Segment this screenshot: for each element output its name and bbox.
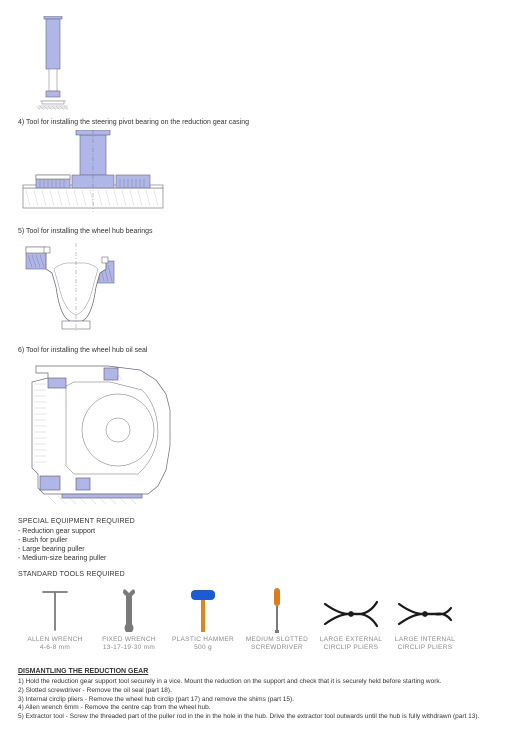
equip-item: Large bearing puller — [18, 545, 492, 554]
tools-grid: ALLEN WRENCH 4-6-8 mm FIXED WRENCH 13-17… — [18, 582, 492, 658]
tool-pliers-internal: LARGE INTERNAL CIRCLIP PLIERS — [388, 582, 462, 652]
allen-wrench-icon — [35, 586, 75, 634]
tool-sublabel: 4-6-8 mm — [27, 644, 82, 652]
tool-label: MEDIUM SLOTTED — [246, 636, 308, 644]
tool-label: LARGE INTERNAL — [395, 636, 455, 644]
special-equipment-title: SPECIAL EQUIPMENT REQUIRED — [18, 518, 492, 525]
tool-fixed-wrench: FIXED WRENCH 13-17-19-30 mm — [92, 582, 166, 652]
step: 2) Slotted screwdriver - Remove the oil … — [18, 687, 492, 696]
dismantling-title: DISMANTLING THE REDUCTION GEAR — [18, 668, 492, 675]
tool-screwdriver: MEDIUM SLOTTED SCREWDRIVER — [240, 582, 314, 652]
diagram-tool-4b — [18, 130, 492, 222]
tool-sublabel: CIRCLIP PLIERS — [395, 644, 455, 652]
equip-item: Bush for puller — [18, 536, 492, 545]
step: 4) Allen wrench 6mm - Remove the centre … — [18, 704, 492, 713]
tool-label: PLASTIC HAMMER — [172, 636, 234, 644]
tool-label: FIXED WRENCH — [102, 636, 156, 644]
tool-label: ALLEN WRENCH — [27, 636, 82, 644]
tool-sublabel: CIRCLIP PLIERS — [320, 644, 382, 652]
screwdriver-icon — [257, 586, 297, 634]
pliers-external-icon — [321, 594, 381, 634]
fixed-wrench-icon — [109, 586, 149, 634]
step: 5) Extractor tool - Screw the threaded p… — [18, 713, 492, 722]
caption-4: 4) Tool for installing the steering pivo… — [18, 119, 492, 126]
tool-plastic-hammer: PLASTIC HAMMER 500 g — [166, 582, 240, 652]
caption-5: 5) Tool for installing the wheel hub bea… — [18, 228, 492, 235]
dismantling-steps: 1) Hold the reduction gear support tool … — [18, 678, 492, 722]
tool-sublabel: 13-17-19-30 mm — [102, 644, 156, 652]
pliers-internal-icon — [395, 594, 455, 634]
standard-tools-title: STANDARD TOOLS REQUIRED — [18, 571, 492, 578]
caption-6: 6) Tool for installing the wheel hub oil… — [18, 347, 492, 354]
step: 1) Hold the reduction gear support tool … — [18, 678, 492, 687]
equip-item: Reduction gear support — [18, 527, 492, 536]
diagram-tool-5 — [18, 239, 492, 341]
diagram-tool-6 — [18, 358, 492, 510]
tool-pliers-external: LARGE EXTERNAL CIRCLIP PLIERS — [314, 582, 388, 652]
diagram-tool-4a — [18, 16, 492, 113]
step: 3) Internal circlip pliers - Remove the … — [18, 696, 492, 705]
tool-allen-wrench: ALLEN WRENCH 4-6-8 mm — [18, 582, 92, 652]
tool-sublabel: SCREWDRIVER — [246, 644, 308, 652]
tool-label: LARGE EXTERNAL — [320, 636, 382, 644]
equip-item: Medium-size bearing puller — [18, 554, 492, 563]
special-equipment-list: Reduction gear support Bush for puller L… — [18, 527, 492, 563]
tool-sublabel: 500 g — [172, 644, 234, 652]
plastic-hammer-icon — [183, 586, 223, 634]
